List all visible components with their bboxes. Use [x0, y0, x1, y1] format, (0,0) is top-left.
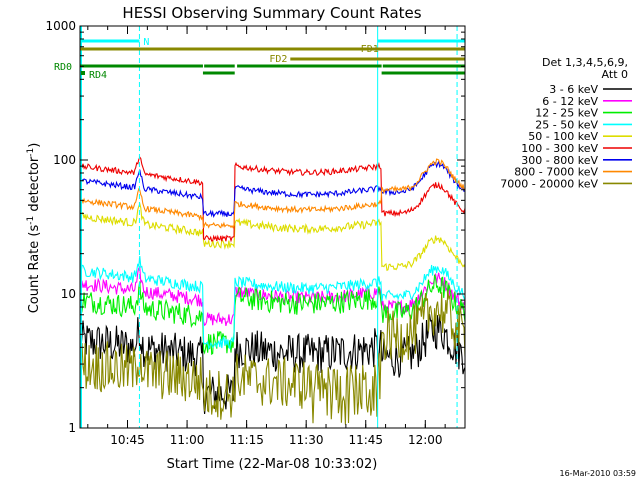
series-line-100-300kev — [79, 156, 466, 243]
x-tick-label: 11:30 — [289, 433, 324, 447]
series-line-6-12kev — [79, 266, 466, 327]
render-timestamp: 16-Mar-2010 03:59 — [560, 469, 637, 478]
x-tick-label: 12:00 — [408, 433, 443, 447]
y-axis-label-sup2: -1 — [26, 148, 36, 157]
x-tick-label: 11:15 — [229, 433, 264, 447]
series-line-7000-20000kev — [79, 290, 466, 425]
flag-label-fd1: FD1 — [361, 44, 379, 55]
series-line-25-50kev — [79, 256, 466, 351]
x-tick-label: 11:45 — [348, 433, 383, 447]
legend-label: 300 - 800 keV — [521, 154, 598, 167]
flag-label-rd0: RD0 — [54, 62, 72, 73]
flag-marker-rd4 — [81, 71, 85, 75]
legend-label: 6 - 12 keV — [542, 95, 598, 108]
legend-label: 12 - 25 keV — [535, 107, 598, 120]
legend-header-detectors: Det 1,3,4,5,6,9, — [542, 56, 628, 69]
series-line-800-7000kev — [79, 158, 465, 229]
series-line-12-25kev — [79, 274, 466, 356]
legend-header-attenuator: Att 0 — [602, 68, 628, 81]
legend-label: 100 - 300 keV — [521, 142, 598, 155]
y-tick-label: 1 — [68, 421, 76, 435]
series-layer — [79, 156, 466, 425]
series-line-300-800kev — [79, 159, 466, 218]
axis-layer: 1 10 100 1000 10:45 11:00 11:15 11:30 11:45 12:00 — [45, 19, 465, 447]
x-tick-label: 11:00 — [170, 433, 205, 447]
x-axis-label: Start Time (22-Mar-08 10:33:02) — [167, 457, 378, 472]
y-axis-label: Count Rate (s-1 detector-1) — [26, 143, 42, 314]
y-axis-label-mid: detector — [27, 156, 42, 216]
legend-label: 50 - 100 keV — [528, 130, 598, 143]
legend-label: 800 - 7000 keV — [514, 166, 598, 179]
legend-label: 3 - 6 keV — [549, 83, 598, 96]
flags-layer: N FD1 FD2 RD0 RD4 — [54, 26, 465, 428]
x-tick-label: 10:45 — [110, 433, 145, 447]
flag-label-n: N — [143, 37, 149, 48]
y-axis-label-end: ) — [27, 143, 42, 148]
y-tick-label: 10 — [61, 287, 76, 301]
flag-label-rd4: RD4 — [89, 70, 107, 81]
legend-label: 7000 - 20000 keV — [500, 177, 598, 190]
y-tick-label: 100 — [53, 153, 76, 167]
series-line-50-100kev — [79, 202, 466, 272]
legend-label: 25 - 50 keV — [535, 118, 598, 131]
chart-title: HESSI Observing Summary Count Rates — [122, 4, 421, 22]
flag-label-fd2: FD2 — [269, 54, 287, 65]
plot-frame — [79, 25, 466, 429]
y-axis-label-sup1: -1 — [26, 216, 36, 225]
y-axis-label-main: Count Rate (s — [27, 225, 42, 314]
y-tick-label: 1000 — [45, 19, 76, 33]
